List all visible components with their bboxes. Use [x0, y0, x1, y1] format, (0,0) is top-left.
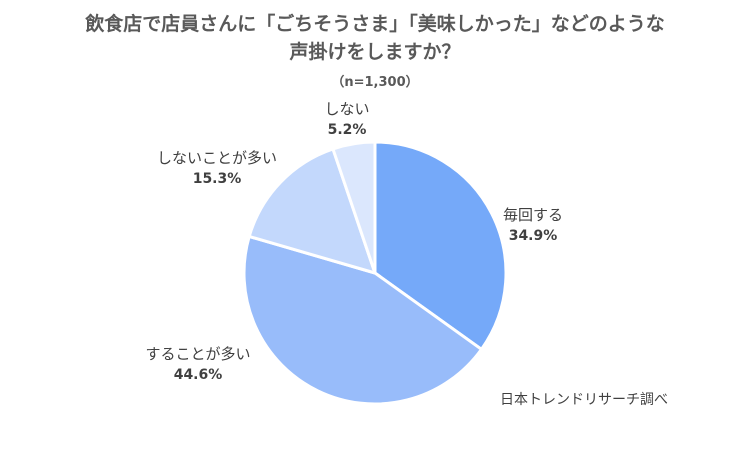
- slice-label-3-name: しない: [324, 100, 370, 118]
- pie-slice-1: [242, 234, 483, 406]
- pie-slice-3: [331, 140, 377, 275]
- slice-label-2-name: しないことが多い: [156, 149, 277, 167]
- chart-title: 飲食店で店員さんに「ごちそうさま」「美味しかった」などのような 声掛けをしますか…: [0, 10, 750, 66]
- slice-label-0-name: 毎回する: [502, 206, 563, 224]
- slice-label-3: しない 5.2%: [312, 99, 382, 141]
- slice-label-2: しないことが多い 15.3%: [147, 148, 287, 190]
- chart-title-line-2: 声掛けをしますか？: [289, 41, 461, 63]
- slice-label-0: 毎回する 34.9%: [493, 205, 573, 247]
- slice-label-1-name: することが多い: [145, 345, 251, 363]
- pie-slice-0: [373, 140, 508, 351]
- slice-label-3-value: 5.2%: [327, 122, 367, 138]
- slice-label-0-value: 34.9%: [508, 228, 558, 244]
- chart-title-line-1: 飲食店で店員さんに「ごちそうさま」「美味しかった」などのような: [85, 13, 665, 35]
- source-note: 日本トレンドリサーチ調べ: [500, 392, 668, 408]
- slice-label-1: することが多い 44.6%: [128, 344, 268, 386]
- slice-label-1-value: 44.6%: [173, 367, 223, 383]
- pie-slice-2: [247, 147, 377, 275]
- slice-label-2-value: 15.3%: [192, 171, 242, 187]
- chart-subtitle: （n=1,300）: [331, 75, 419, 90]
